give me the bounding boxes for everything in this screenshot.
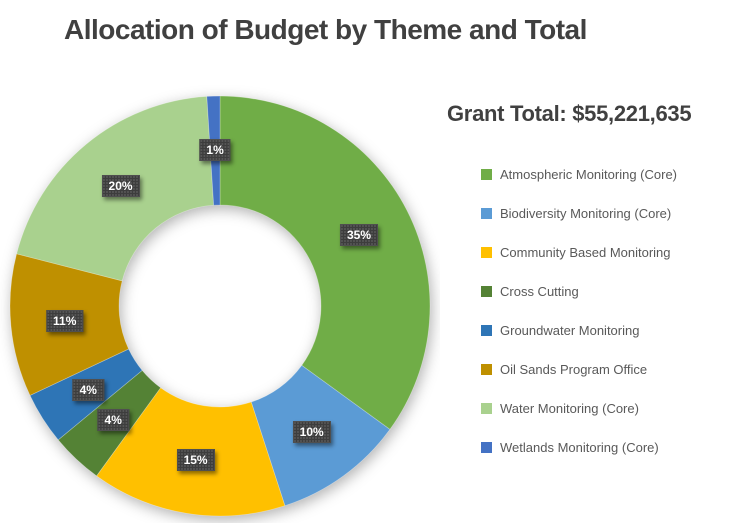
legend-label: Community Based Monitoring [500, 244, 671, 260]
legend-swatch [481, 441, 492, 453]
legend-swatch [481, 168, 492, 180]
legend-swatch [481, 363, 492, 375]
legend-item-atmospheric-monitoring-core: Atmospheric Monitoring (Core) [481, 166, 678, 182]
legend-swatch [481, 246, 492, 258]
legend-label: Cross Cutting [500, 283, 579, 299]
legend-swatch [481, 324, 492, 336]
legend-label: Biodiversity Monitoring (Core) [500, 205, 672, 221]
data-label-community-based-monitoring: 15% [176, 449, 215, 472]
legend-label: Wetlands Monitoring (Core) [500, 439, 659, 455]
grant-total-text: Grant Total: $55,221,635 [447, 101, 692, 126]
slice-atmospheric-monitoring-core [219, 95, 431, 430]
chart-title: Allocation of Budget by Theme and Total [64, 14, 587, 45]
legend-item-community-based-monitoring: Community Based Monitoring [481, 244, 677, 260]
chart-legend: Atmospheric Monitoring (Core) Biodiversit… [481, 167, 677, 479]
legend-item-wetlands-monitoring-core: Wetlands Monitoring (Core) [481, 439, 677, 455]
legend-label: Oil Sands Program Office [500, 361, 648, 377]
data-label-cross-cutting: 4% [97, 408, 129, 431]
data-label-oil-sands-program-office: 11% [46, 309, 84, 332]
legend-item-cross-cutting: Cross Cutting [481, 283, 677, 299]
legend-swatch [481, 402, 492, 414]
legend-label: Atmospheric Monitoring (Core) [500, 166, 678, 182]
legend-swatch [481, 207, 492, 219]
data-label-groundwater-monitoring: 4% [72, 378, 104, 401]
legend-label: Water Monitoring (Core) [500, 400, 639, 416]
legend-swatch [481, 285, 492, 297]
data-label-atmospheric-monitoring-core: 35% [339, 224, 379, 247]
donut-chart: 35% 10% 15% 4% 4% 11% 20% 1% [0, 85, 440, 523]
legend-label: Groundwater Monitoring [500, 322, 640, 338]
legend-item-biodiversity-monitoring-core: Biodiversity Monitoring (Core) [481, 205, 677, 221]
data-label-biodiversity-monitoring-core: 10% [292, 421, 331, 444]
legend-item-oil-sands-program-office: Oil Sands Program Office [481, 361, 677, 377]
data-label-wetlands-monitoring-core: 1% [199, 139, 231, 162]
data-label-water-monitoring-core: 20% [101, 174, 140, 197]
legend-item-groundwater-monitoring: Groundwater Monitoring [481, 322, 677, 338]
legend-item-water-monitoring-core: Water Monitoring (Core) [481, 400, 677, 416]
